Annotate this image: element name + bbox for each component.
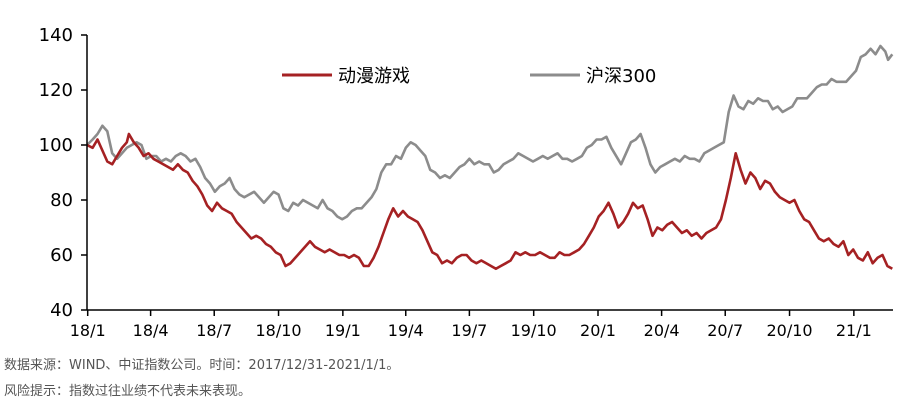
source-note: 数据来源：WIND、中证指数公司。时间：2017/12/31-2021/1/1。: [4, 358, 400, 373]
y-tick-label: 40: [50, 300, 73, 321]
x-tick-label: 18/10: [255, 321, 301, 340]
legend-label: 动漫游戏: [338, 66, 410, 87]
y-tick-label: 80: [50, 190, 73, 211]
line-chart: 40 60 80 100 120 140 18/1 18/4 18/7 18/10 19/1 19/…: [39, 25, 894, 340]
x-tick-label: 20/10: [766, 321, 812, 340]
legend-label: 沪深300: [586, 66, 656, 87]
x-axis-ticks: 18/1 18/4 18/7 18/10 19/1 19/4 19/7 19/10 20/1 20…: [70, 310, 872, 340]
x-tick-label: 20/1: [580, 321, 616, 340]
x-tick-label: 18/4: [133, 321, 169, 340]
y-tick-label: 140: [39, 25, 73, 46]
risk-note: 风险提示：指数过往业绩不代表未来表现。: [4, 384, 252, 399]
y-tick-label: 60: [50, 245, 73, 266]
series-line: [86, 44, 894, 221]
x-tick-label: 20/7: [707, 321, 743, 340]
x-tick-label: 19/10: [511, 321, 557, 340]
y-tick-label: 120: [39, 80, 73, 101]
x-tick-label: 18/1: [70, 321, 106, 340]
y-tick-label: 100: [39, 135, 73, 156]
x-tick-label: 21/1: [836, 321, 872, 340]
x-tick-label: 18/7: [196, 321, 232, 340]
x-tick-label: 19/7: [451, 321, 487, 340]
x-tick-label: 19/4: [388, 321, 424, 340]
legend: 动漫游戏 沪深300: [282, 66, 656, 87]
series-line: [86, 132, 893, 271]
x-tick-label: 20/4: [644, 321, 680, 340]
series-lines: [86, 44, 894, 271]
y-axis-ticks: 40 60 80 100 120 140: [39, 25, 87, 321]
x-tick-label: 19/1: [325, 321, 361, 340]
